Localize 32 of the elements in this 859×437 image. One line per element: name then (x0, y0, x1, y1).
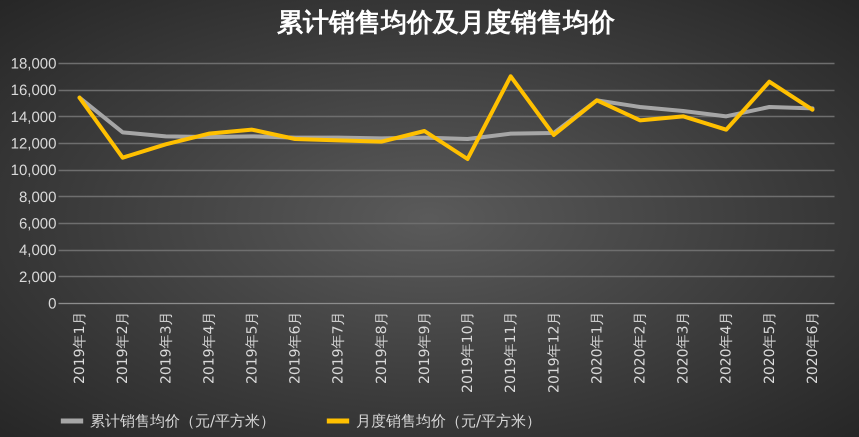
x-tick-label: 2019年11月 (503, 312, 520, 393)
y-tick-label: 4,000 (18, 242, 56, 260)
x-tick-label: 2019年7月 (330, 312, 347, 384)
x-tick-label: 2020年1月 (589, 312, 606, 384)
x-tick-label: 2020年4月 (718, 312, 735, 384)
line-series (78, 74, 814, 161)
x-tick-label: 2020年3月 (676, 312, 692, 384)
y-tick-label: 14,000 (10, 108, 56, 126)
x-tick-label: 2020年2月 (632, 312, 648, 384)
y-tick-label: 6,000 (18, 216, 56, 232)
y-tick-label: 12,000 (10, 136, 56, 152)
chart-title: 累计销售均价及月度销售均价 (276, 8, 616, 38)
x-tick-label: 2019年10月 (460, 312, 476, 393)
legend-label: 月度销售均价（元/平方米） (356, 412, 542, 430)
y-tick-label: 2,000 (18, 268, 56, 286)
y-tick-label: 18,000 (10, 56, 56, 72)
x-tick-label: 2019年2月 (115, 312, 132, 384)
x-tick-label: 2019年6月 (288, 312, 304, 384)
x-tick-label: 2019年4月 (201, 312, 218, 384)
x-tick-label: 2019年12月 (546, 312, 562, 393)
y-tick-label: 10,000 (10, 162, 56, 180)
x-tick-label: 2019年5月 (244, 312, 260, 384)
x-tick-label: 2019年1月 (72, 312, 88, 384)
x-tick-label: 2020年6月 (804, 312, 821, 384)
x-tick-label: 2019年8月 (374, 312, 390, 384)
y-tick-label: 16,000 (10, 82, 56, 100)
y-tick-label: 8,000 (18, 188, 56, 206)
legend-label: 累计销售均价（元/平方米） (90, 412, 276, 430)
x-tick-label: 2019年3月 (158, 312, 174, 384)
y-tick-label: 0 (48, 296, 56, 312)
x-tick-label: 2020年5月 (762, 312, 778, 384)
x-tick-label: 2019年9月 (416, 312, 433, 384)
